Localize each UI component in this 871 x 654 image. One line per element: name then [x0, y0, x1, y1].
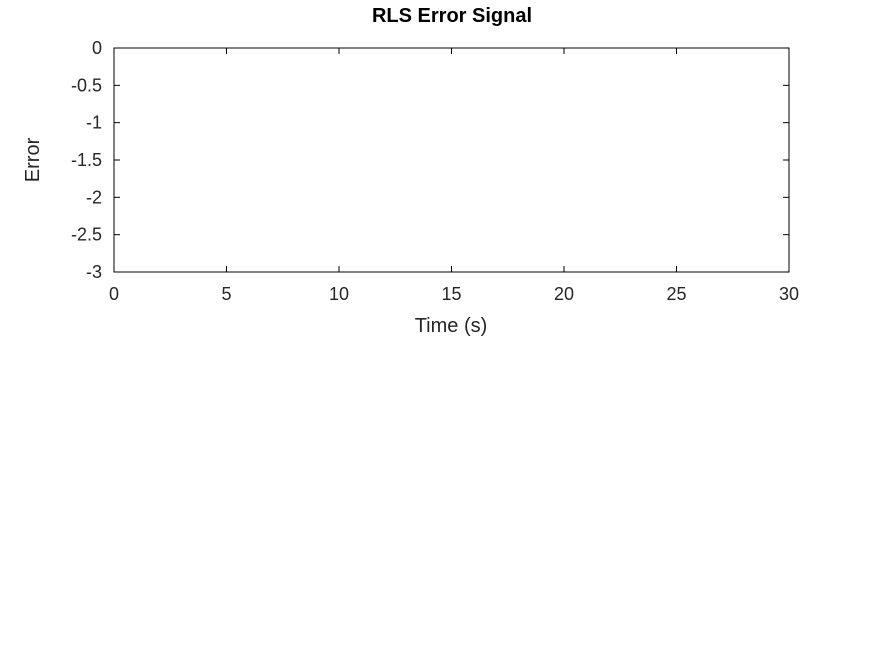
axes-box: [113, 47, 790, 273]
x-tick-label: 25: [666, 284, 686, 304]
chart-title: RLS Error Signal: [372, 5, 532, 27]
y-axis-label: Error: [22, 137, 44, 182]
x-tick-label: 20: [554, 284, 574, 304]
x-tick-label: 30: [779, 284, 799, 304]
x-tick-label: 0: [109, 284, 119, 304]
x-tick-label: 10: [329, 284, 349, 304]
y-tick-label: -2: [86, 187, 102, 207]
x-tick-label: 15: [441, 284, 461, 304]
y-tick-label: -2.5: [71, 225, 102, 245]
plot-area: 0 5 10 15 20 25 30 0 -0.5 -1 -1.5 -2 -2.5 -3: [71, 38, 799, 304]
y-axis-ticks: 0 -0.5 -1 -1.5 -2 -2.5 -3: [71, 38, 789, 282]
x-axis-label: Time (s): [415, 315, 488, 337]
y-tick-label: -3: [86, 262, 102, 282]
y-tick-label: -1: [86, 113, 102, 133]
y-tick-label: -0.5: [71, 75, 102, 95]
y-tick-label: 0: [92, 38, 102, 58]
x-tick-label: 5: [221, 284, 231, 304]
y-tick-label: -1.5: [71, 150, 102, 170]
x-axis-ticks: 0 5 10 15 20 25 30: [109, 48, 799, 304]
